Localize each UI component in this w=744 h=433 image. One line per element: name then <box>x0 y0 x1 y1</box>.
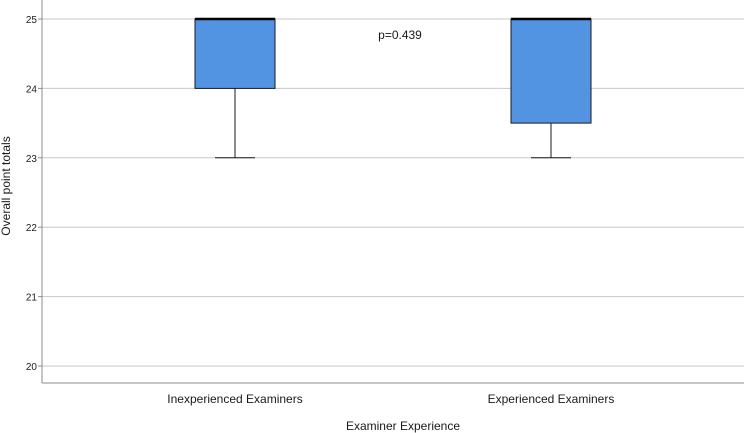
y-tick-label: 20 <box>26 362 38 373</box>
x-tick-label: Experienced Examiners <box>488 392 615 406</box>
gridlines <box>42 18 744 367</box>
iqr-box <box>510 18 592 124</box>
x-tick-labels: Inexperienced Examiners Experienced Exami… <box>167 392 614 406</box>
iqr-box <box>194 18 276 89</box>
y-tick-label: 24 <box>26 84 38 95</box>
y-tick-labels: 20 21 22 23 24 25 <box>26 15 42 373</box>
box-inexperienced <box>194 17 276 159</box>
box-series <box>194 17 592 159</box>
y-tick-label: 21 <box>26 293 38 304</box>
p-value-annotation: p=0.439 <box>378 28 422 42</box>
x-axis-title: Examiner Experience <box>346 419 460 433</box>
axes <box>41 0 744 384</box>
y-axis-title: Overall point totals <box>0 136 13 235</box>
y-tick-label: 25 <box>26 15 38 26</box>
box-experienced <box>510 17 592 159</box>
y-tick-label: 23 <box>26 154 38 165</box>
x-tick-label: Inexperienced Examiners <box>167 392 302 406</box>
y-tick-label: 22 <box>26 223 38 234</box>
